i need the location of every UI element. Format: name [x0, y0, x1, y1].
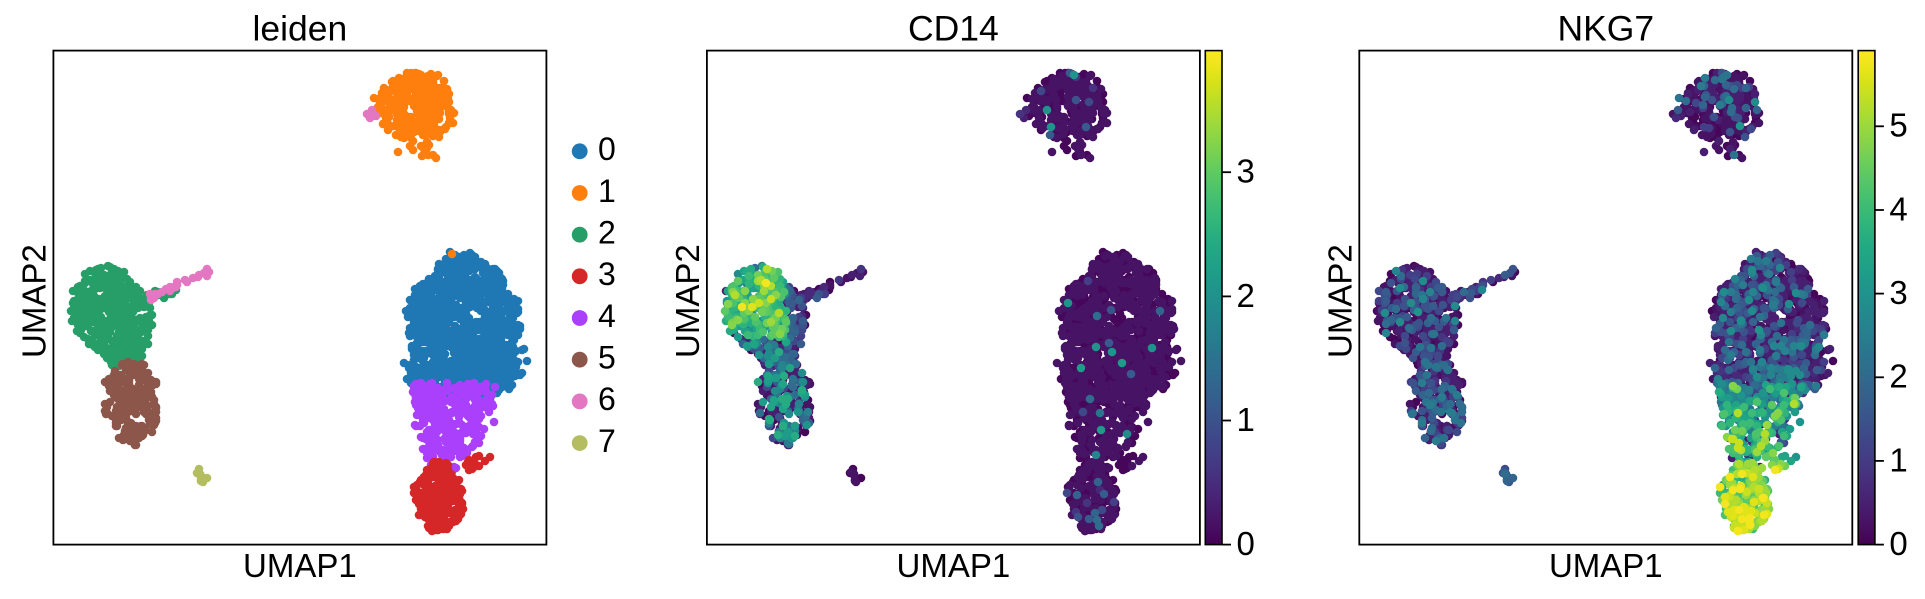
- svg-text:5: 5: [598, 340, 616, 376]
- svg-text:2: 2: [1889, 358, 1907, 395]
- svg-text:1: 1: [1237, 401, 1255, 438]
- svg-text:3: 3: [598, 256, 616, 292]
- svg-text:0: 0: [1237, 525, 1255, 562]
- svg-text:1: 1: [1889, 441, 1907, 478]
- svg-text:UMAP1: UMAP1: [1549, 547, 1663, 584]
- svg-text:4: 4: [598, 298, 616, 334]
- svg-text:UMAP1: UMAP1: [897, 547, 1011, 584]
- svg-text:3: 3: [1889, 274, 1907, 311]
- svg-text:leiden: leiden: [253, 9, 348, 49]
- svg-text:6: 6: [598, 381, 616, 417]
- svg-text:UMAP1: UMAP1: [243, 547, 357, 584]
- svg-text:UMAP2: UMAP2: [16, 244, 53, 358]
- svg-text:NKG7: NKG7: [1557, 9, 1654, 49]
- svg-text:4: 4: [1889, 190, 1907, 227]
- svg-text:5: 5: [1889, 107, 1907, 144]
- svg-text:UMAP2: UMAP2: [669, 244, 706, 358]
- svg-text:CD14: CD14: [908, 9, 999, 49]
- svg-text:UMAP2: UMAP2: [1321, 244, 1358, 358]
- svg-text:0: 0: [598, 131, 616, 167]
- svg-text:1: 1: [598, 173, 616, 209]
- svg-text:2: 2: [1237, 277, 1255, 314]
- svg-text:3: 3: [1237, 153, 1255, 190]
- svg-text:0: 0: [1889, 525, 1907, 562]
- svg-text:2: 2: [598, 215, 616, 251]
- svg-text:7: 7: [598, 423, 616, 459]
